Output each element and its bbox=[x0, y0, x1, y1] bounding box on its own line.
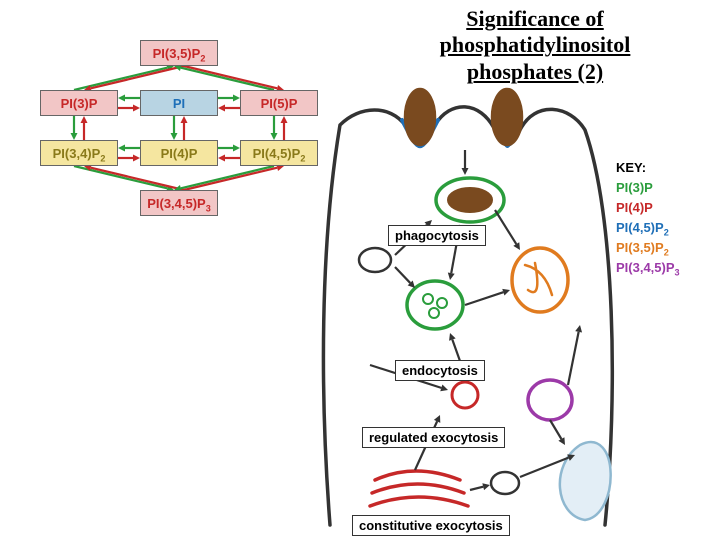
process-constitutive-exocytosis: constitutive exocytosis bbox=[352, 515, 510, 536]
key-item-pi3p: PI(3)P bbox=[616, 180, 653, 195]
key-item-pi345p: PI(3,4,5)P3 bbox=[616, 260, 680, 278]
key-item-pi45p: PI(4,5)P2 bbox=[616, 220, 669, 238]
key-title: KEY: bbox=[616, 160, 646, 175]
cell-diagram bbox=[0, 0, 720, 540]
key-item-pi35p: PI(3,5)P2 bbox=[616, 240, 669, 258]
process-regulated-exocytosis: regulated exocytosis bbox=[362, 427, 505, 448]
process-phagocytosis: phagocytosis bbox=[388, 225, 486, 246]
process-endocytosis: endocytosis bbox=[395, 360, 485, 381]
key-item-pi4p: PI(4)P bbox=[616, 200, 653, 215]
